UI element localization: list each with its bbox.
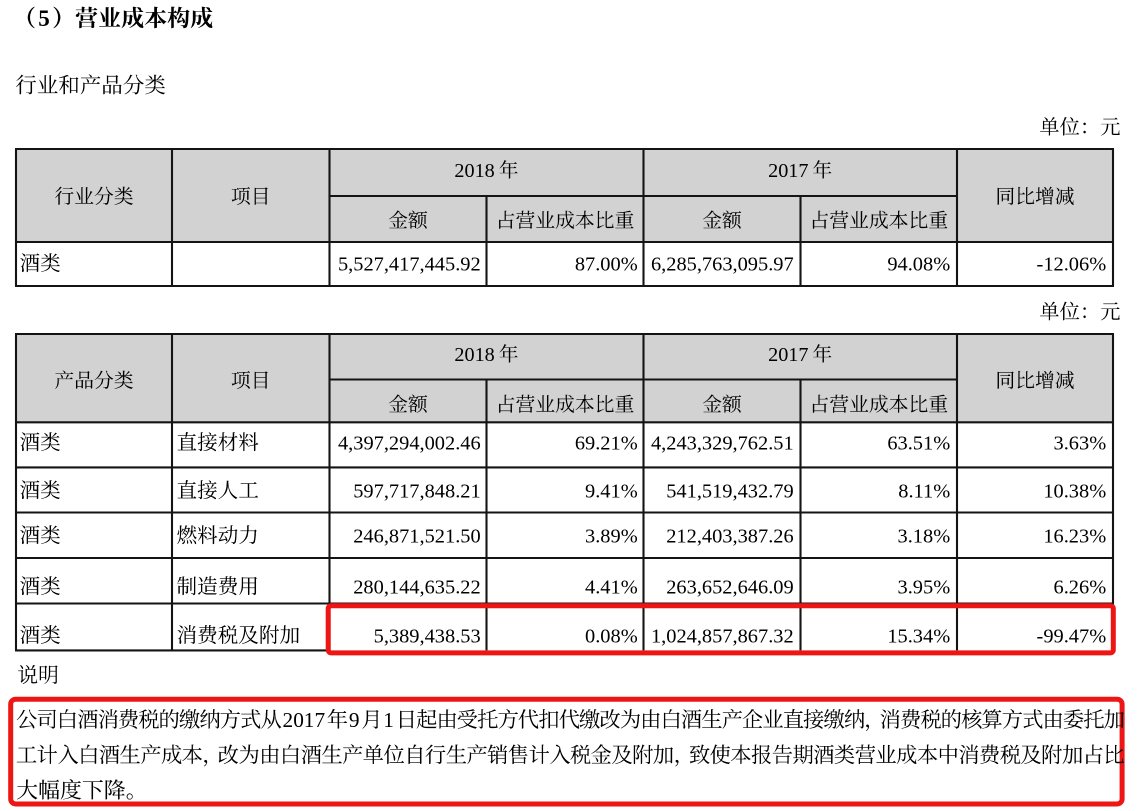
svg-text:4,243,329,762.51: 4,243,329,762.51 bbox=[651, 433, 794, 455]
svg-text:5,527,417,445.92: 5,527,417,445.92 bbox=[338, 254, 481, 276]
svg-text:0.08%: 0.08% bbox=[585, 625, 638, 647]
svg-text:5: 5 bbox=[38, 6, 50, 31]
svg-text:15.34%: 15.34% bbox=[887, 625, 950, 647]
svg-text:2018: 2018 bbox=[454, 344, 494, 366]
svg-text:-12.06%: -12.06% bbox=[1037, 254, 1107, 276]
svg-text:3.89%: 3.89% bbox=[585, 526, 638, 548]
svg-text:3.95%: 3.95% bbox=[898, 577, 951, 599]
svg-text:2017: 2017 bbox=[768, 344, 808, 366]
svg-text:9: 9 bbox=[349, 708, 360, 732]
svg-text:212,403,387.26: 212,403,387.26 bbox=[666, 526, 793, 548]
svg-text:69.21%: 69.21% bbox=[575, 433, 638, 455]
svg-text:5,389,438.53: 5,389,438.53 bbox=[374, 625, 481, 647]
svg-text:6.26%: 6.26% bbox=[1054, 577, 1107, 599]
svg-text:-99.47%: -99.47% bbox=[1037, 625, 1107, 647]
svg-text:280,144,635.22: 280,144,635.22 bbox=[353, 577, 480, 599]
svg-text:263,652,646.09: 263,652,646.09 bbox=[666, 577, 793, 599]
svg-text:4.41%: 4.41% bbox=[585, 577, 638, 599]
svg-text:2: 2 bbox=[283, 708, 294, 732]
svg-text:9.41%: 9.41% bbox=[585, 481, 638, 503]
svg-text:541,519,432.79: 541,519,432.79 bbox=[666, 481, 793, 503]
svg-text:1: 1 bbox=[304, 708, 315, 732]
svg-text:246,871,521.50: 246,871,521.50 bbox=[353, 526, 480, 548]
svg-text:2017: 2017 bbox=[768, 160, 808, 182]
svg-text:6,285,763,095.97: 6,285,763,095.97 bbox=[651, 254, 794, 276]
svg-text:10.38%: 10.38% bbox=[1043, 481, 1106, 503]
svg-text:1,024,857,867.32: 1,024,857,867.32 bbox=[651, 625, 794, 647]
svg-text:8.11%: 8.11% bbox=[898, 481, 950, 503]
svg-text:597,717,848.21: 597,717,848.21 bbox=[353, 481, 480, 503]
svg-text:2018: 2018 bbox=[454, 160, 494, 182]
svg-text:4,397,294,002.46: 4,397,294,002.46 bbox=[338, 433, 481, 455]
svg-text:87.00%: 87.00% bbox=[575, 254, 638, 276]
svg-text:7: 7 bbox=[315, 708, 326, 732]
svg-text:1: 1 bbox=[383, 708, 394, 732]
svg-text:94.08%: 94.08% bbox=[887, 254, 950, 276]
svg-text:63.51%: 63.51% bbox=[887, 433, 950, 455]
svg-text:16.23%: 16.23% bbox=[1043, 526, 1106, 548]
svg-text:3.18%: 3.18% bbox=[898, 526, 951, 548]
svg-text:3.63%: 3.63% bbox=[1054, 433, 1107, 455]
svg-text:0: 0 bbox=[293, 708, 304, 732]
